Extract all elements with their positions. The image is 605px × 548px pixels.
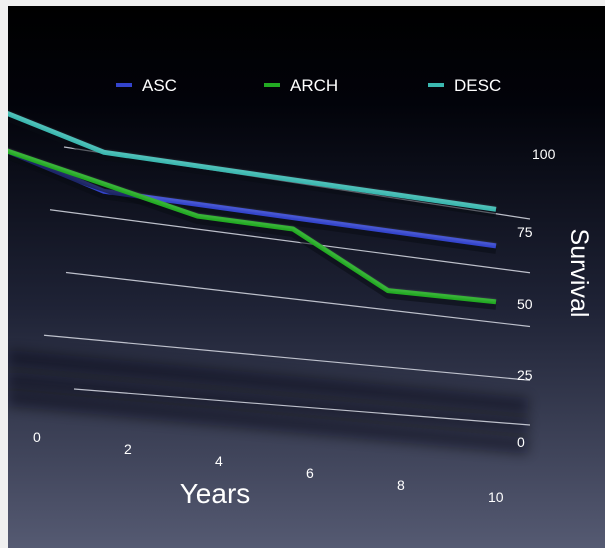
legend-item-arch: ARCH <box>264 76 338 95</box>
x-tick-0: 0 <box>33 429 41 445</box>
x-tick-8: 8 <box>397 477 405 493</box>
y-tick-75: 75 <box>517 224 533 240</box>
gridline-75 <box>49 209 531 274</box>
survival-chart: ASC ARCH DESC 0 25 50 75 100 0 2 4 6 8 10 Years Sur… <box>8 6 605 548</box>
x-axis-label: Years <box>180 478 251 509</box>
y-tick-25: 25 <box>517 367 533 383</box>
y-tick-50: 50 <box>517 296 533 312</box>
legend-label: ASC <box>142 76 177 95</box>
slide: ASC ARCH DESC 0 25 50 75 100 0 2 4 6 8 10 Years Sur… <box>8 6 605 548</box>
series-arch <box>8 148 497 310</box>
gridline-0 <box>73 388 531 426</box>
legend-label: ARCH <box>290 76 338 95</box>
legend-item-desc: DESC <box>428 76 501 95</box>
series-shadow <box>8 350 529 414</box>
legend-item-asc: ASC <box>116 76 177 95</box>
y-tick-100: 100 <box>532 146 556 162</box>
legend: ASC ARCH DESC <box>116 76 501 95</box>
x-tick-labels: 0 2 4 6 8 10 <box>33 429 504 505</box>
gridline-25 <box>43 334 531 381</box>
series-desc <box>8 111 497 218</box>
legend-label: DESC <box>454 76 501 95</box>
x-tick-6: 6 <box>306 465 314 481</box>
series-shadow <box>8 390 529 454</box>
series-lines <box>8 111 497 310</box>
x-tick-4: 4 <box>215 453 223 469</box>
gridline-50 <box>65 271 531 328</box>
x-tick-2: 2 <box>124 441 132 457</box>
x-tick-10: 10 <box>488 489 504 505</box>
y-axis-label: Survival <box>565 229 593 318</box>
y-tick-labels: 0 25 50 75 100 <box>517 146 556 450</box>
y-tick-0: 0 <box>517 434 525 450</box>
